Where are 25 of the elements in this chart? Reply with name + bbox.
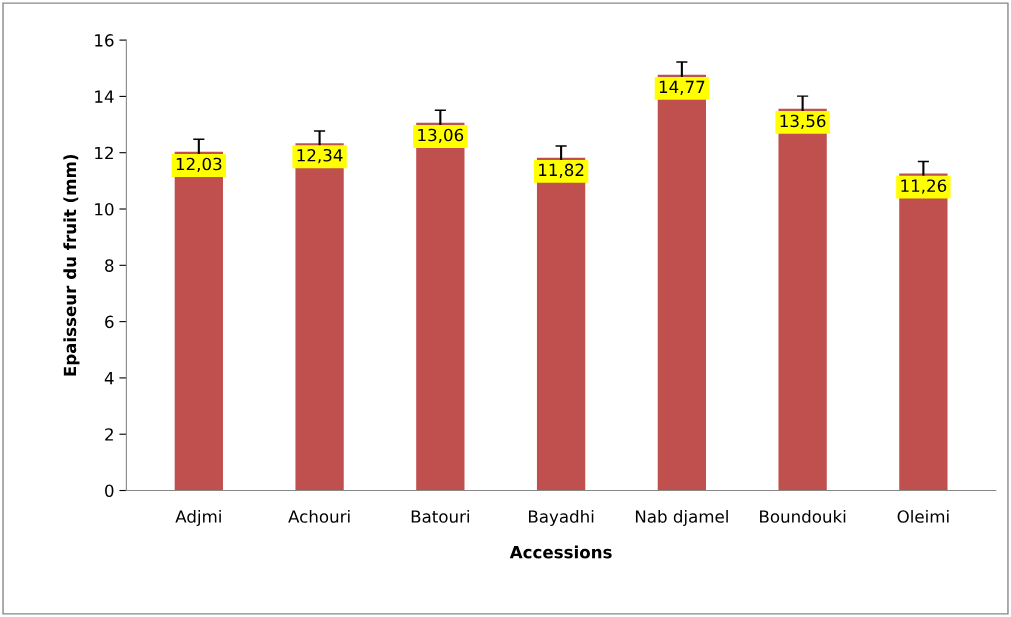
x-tick-label: Oleimi xyxy=(897,509,949,523)
y-tick-label: 0 xyxy=(105,484,114,498)
x-axis-title: Accessions xyxy=(509,545,612,559)
x-tick-label: Batouri xyxy=(411,509,469,523)
data-label: 12,34 xyxy=(297,148,343,164)
y-tick-label: 16 xyxy=(95,34,114,47)
y-tick-label: 2 xyxy=(105,428,113,441)
y-tick-label: 8 xyxy=(105,259,114,272)
x-tick-label: Adjmi xyxy=(175,509,221,527)
y-tick-label: 14 xyxy=(95,90,114,103)
data-label: 11,82 xyxy=(539,163,584,178)
y-axis-title: Epaisseur du fruit (mm) xyxy=(63,154,80,376)
data-label: 13,56 xyxy=(780,114,826,129)
y-tick-label: 6 xyxy=(105,315,114,329)
x-tick-label: Nab djamel xyxy=(635,509,728,527)
data-label: 12,03 xyxy=(176,157,222,173)
data-label: 11,26 xyxy=(901,179,947,194)
y-tick-label: 12 xyxy=(95,146,113,160)
x-tick-label: Achouri xyxy=(288,509,350,523)
y-tick-label: 4 xyxy=(104,372,114,385)
data-label: 14,77 xyxy=(659,80,705,95)
x-tick-label: Bayadhi xyxy=(528,509,594,527)
x-tick-label: Boundouki xyxy=(760,509,846,523)
data-label: 13,06 xyxy=(418,128,464,144)
y-tick-label: 10 xyxy=(95,202,114,216)
